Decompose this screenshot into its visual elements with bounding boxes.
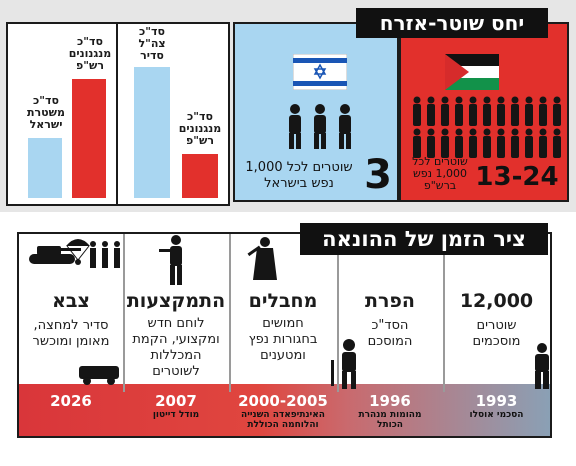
police-figure-icon xyxy=(455,128,463,158)
police-figure-icon xyxy=(511,96,519,126)
label-israel-police: סד"כ משטרת ישראל xyxy=(27,94,65,131)
police-figure-icon xyxy=(525,96,533,126)
bar-chart-panel: סד"כ משטרת ישראל סד"כ מנגנונים רש"פ סד"כ… xyxy=(6,22,230,206)
timeline-divider xyxy=(443,234,445,392)
police-figure-icon xyxy=(427,128,435,158)
israel-ratio-text: שוטרים לכל 1,000 נפש בישראל xyxy=(245,160,353,191)
tl-year-2007: 2007 xyxy=(155,392,197,410)
tl-year-1996: 1996 xyxy=(369,392,411,410)
label-pa-forces-left: סד"כ מנגנונים רש"פ xyxy=(68,35,112,72)
tl-body-1993: שוטרים מוסכמים xyxy=(472,318,521,349)
header-timeline: ציר הזמן של ההונאה xyxy=(300,223,548,255)
timeline-divider xyxy=(229,234,231,392)
israel-panel: 3 שוטרים לכל 1,000 נפש בישראל xyxy=(233,22,399,202)
bar-israel-police xyxy=(28,138,62,198)
police-figure-icon xyxy=(483,96,491,126)
police-figure-icon xyxy=(441,96,449,126)
police-figure-icon xyxy=(413,96,421,126)
palestine-ratio-number: 13-24 xyxy=(475,162,559,192)
tl-event-1996: מהומות מנהרת הכותל xyxy=(358,410,422,430)
police-officer-icon xyxy=(535,343,549,389)
police-figure-icon xyxy=(413,128,421,158)
police-crowd-icon xyxy=(413,96,561,158)
parachute-icon xyxy=(66,239,90,265)
palestine-ratio-text: שוטרים לכל 1,000 נפש ברש"פ xyxy=(412,155,468,192)
israel-ratio-number: 3 xyxy=(364,152,392,198)
timeline-band xyxy=(19,384,550,436)
police-figure-icon xyxy=(441,128,449,158)
tl-body-2026: סדיר למחצה, מאומן ומוכשר xyxy=(32,318,110,349)
police-figure-icon xyxy=(525,128,533,158)
soldier-aiming-icon xyxy=(159,235,182,285)
bar-idf-regular xyxy=(134,67,170,198)
israel-flag-icon xyxy=(293,54,347,90)
tl-body-1996: הסד"כ המוסכם xyxy=(367,318,413,349)
police-figure-icon xyxy=(427,96,435,126)
armed-militant-icon xyxy=(247,237,277,280)
tl-body-2007: לוחם חדש ומקצועי, הקמת המכללות לשוטרים xyxy=(132,316,220,379)
label-idf-regular: סד"כ צה"ל סדיר xyxy=(138,25,166,62)
tl-title-2026: צבא xyxy=(52,290,90,312)
police-figure-icon xyxy=(483,128,491,158)
header-police-ratio: יחס שוטר-אזרח xyxy=(356,8,548,38)
timeline-panel: צבא סדיר למחצה, מאומן ומוכשר 2026 התמקצע… xyxy=(17,232,552,438)
tl-title-1996: הפרת xyxy=(365,290,415,312)
tl-body-2000-2005: חמושים בחגורות נפץ ומטענים xyxy=(248,316,318,363)
armored-vehicle-icon xyxy=(79,366,119,385)
chart-right: סד"כ צה"ל סדיר סד"כ מנגנונים רש"פ xyxy=(118,24,228,204)
police-figure-icon xyxy=(539,96,547,126)
police-figure-icon xyxy=(469,128,477,158)
tl-title-2000-2005: מחבלים xyxy=(248,290,318,312)
soldiers-icon xyxy=(90,241,120,268)
police-figure-icon xyxy=(455,96,463,126)
chart-left: סד"כ משטרת ישראל סד"כ מנגנונים רש"פ xyxy=(8,24,116,204)
police-silhouettes-icon xyxy=(289,104,351,149)
tl-title-1993: 12,000 xyxy=(459,290,534,312)
tl-event-1993: הסכמי אוסלו xyxy=(469,410,524,420)
police-figure-icon xyxy=(553,128,561,158)
police-figure-icon xyxy=(553,96,561,126)
bar-pa-forces xyxy=(72,79,106,198)
police-figure-icon xyxy=(539,128,547,158)
police-figure-icon xyxy=(469,96,477,126)
tl-year-2000-2005: 2000-2005 xyxy=(238,392,328,410)
label-pa-forces-right: סד"כ מנגנונים רש"פ xyxy=(178,110,222,147)
tl-event-2007: מודל דייטון xyxy=(152,410,200,420)
police-figure-icon xyxy=(497,128,505,158)
palestine-flag-icon xyxy=(445,54,499,90)
timeline-divider xyxy=(337,234,339,392)
tl-event-2000-2005: האינתיפאדה השנייה והלוחמה הכוללת xyxy=(241,410,325,430)
police-figure-icon xyxy=(497,96,505,126)
masked-gunman-icon xyxy=(331,339,356,389)
panel-divider xyxy=(116,24,118,204)
timeline-divider xyxy=(123,234,125,392)
police-figure-icon xyxy=(511,128,519,158)
palestine-panel: 13-24 שוטרים לכל 1,000 נפש ברש"פ xyxy=(399,22,569,202)
tl-title-2007: התמקצעות xyxy=(126,290,226,312)
bar-pa-forces-2 xyxy=(182,154,218,198)
tl-year-1993: 1993 xyxy=(475,392,518,410)
tl-year-2026: 2026 xyxy=(50,392,92,410)
